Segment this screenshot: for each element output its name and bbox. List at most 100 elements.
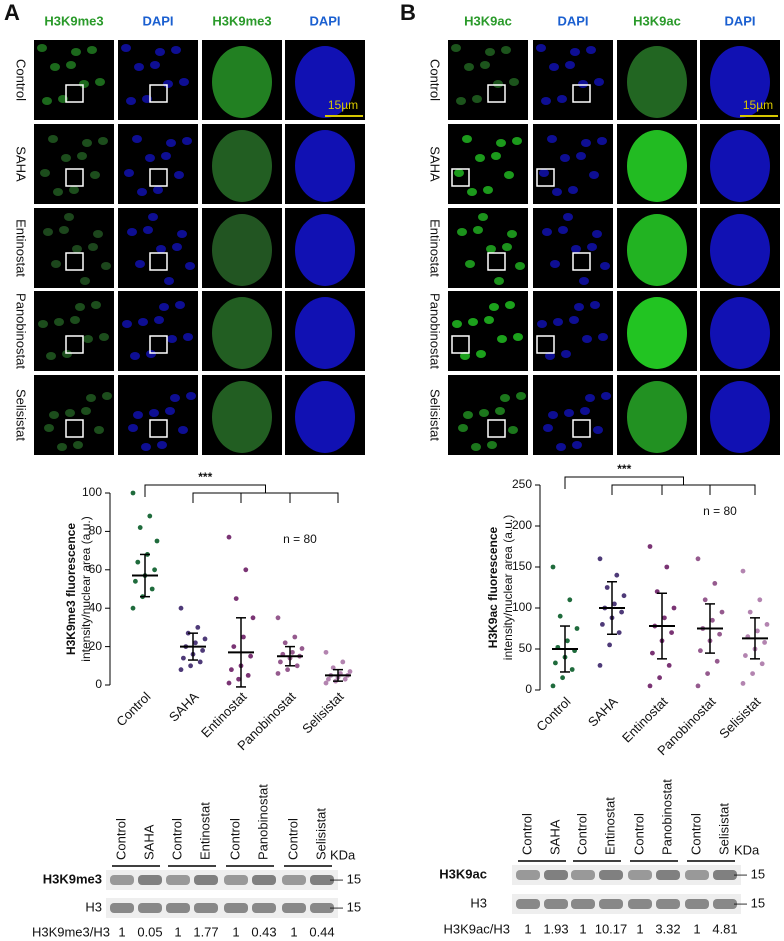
y-axis-label: H3K9ac fluorescence [486,526,500,648]
band-label: H3 [470,895,487,910]
nucleus [463,411,473,419]
zoom-box [65,419,84,438]
nucleus [93,230,103,238]
zoomed-nucleus [295,297,355,369]
data-point [557,613,563,619]
nucleus [88,243,98,251]
band-marker: — 15 [734,866,765,881]
zoomed-nucleus [710,46,770,118]
nucleus [585,394,595,402]
zoomed-nucleus [212,130,272,202]
x-tick-label: Entinostat [198,689,250,741]
significance-label: *** [198,470,212,484]
data-point [702,597,708,603]
row-label: Panobinostat [428,293,443,369]
nucleus [501,46,511,54]
data-point [717,631,722,637]
nucleus [43,228,53,236]
data-point [650,650,655,656]
data-point [597,663,603,668]
lane-label: Control [519,813,534,855]
nucleus [454,169,464,177]
data-point [607,642,612,648]
column-header: H3K9ac [464,13,512,28]
nucleus [578,80,588,88]
nucleus [487,441,497,449]
lane-label: Control [227,818,242,860]
nucleus [135,260,145,268]
nucleus [59,226,69,234]
nucleus [124,169,134,177]
data-point [147,513,153,519]
data-point [299,646,305,651]
y-tick-label: 100 [512,600,532,614]
zoomed-nucleus [710,130,770,202]
zoom-box [487,252,506,271]
data-point [560,675,565,681]
data-point [647,683,653,689]
nucleus [471,443,481,451]
column-header: H3K9me3 [212,13,271,28]
nucleus [568,186,578,194]
data-point [226,534,232,540]
data-point [133,578,138,584]
data-point [567,597,573,603]
nucleus [547,135,557,143]
nucleus [48,135,58,143]
panel-letter: A [4,0,20,25]
nucleus [558,226,568,234]
band-label: H3 [85,899,102,914]
nucleus [95,78,105,86]
blot-strip [106,898,338,918]
significance-bracket [564,476,756,495]
nucleus [570,48,580,56]
data-point [750,671,755,676]
zoomed-nucleus [295,46,355,118]
data-point [740,681,746,686]
lane-label: Selisistat [716,803,731,855]
nucleus [557,95,567,103]
nucleus [46,352,56,360]
zoomed-nucleus [212,214,272,286]
nucleus [543,424,553,432]
nucleus [148,213,158,221]
nucleus [472,95,482,103]
nucleus [64,213,74,221]
row-label: Selisistat [428,389,443,441]
data-point [130,605,136,611]
nucleus [456,97,466,105]
zoom-box [451,335,470,354]
data-point [229,667,234,673]
nucleus [541,97,551,105]
data-point [241,634,246,640]
nucleus [159,303,169,311]
significance-bracket [144,484,339,503]
band-marker: — 15 [734,895,765,910]
data-point [248,653,254,659]
zoomed-nucleus [295,214,355,286]
nucleus [138,318,148,326]
nucleus [167,335,177,343]
nucleus [560,154,570,162]
nucleus [70,316,80,324]
nucleus [172,243,182,251]
nucleus [77,152,87,160]
row-label: Control [14,59,29,101]
row-label: Selisistat [14,389,29,441]
blot-strip [512,865,741,885]
data-point [762,640,767,645]
data-point [743,653,748,658]
nucleus [509,78,519,86]
data-point [671,605,677,611]
nucleus [475,154,485,162]
nucleus [155,48,165,56]
nucleus [90,171,100,179]
lane-label: Entinostat [197,802,212,860]
zoom-box [536,168,555,187]
nucleus [65,409,75,417]
nucleus [576,152,586,160]
band-marker: — 15 [330,899,361,914]
data-point [657,675,662,681]
nucleus [500,394,510,402]
